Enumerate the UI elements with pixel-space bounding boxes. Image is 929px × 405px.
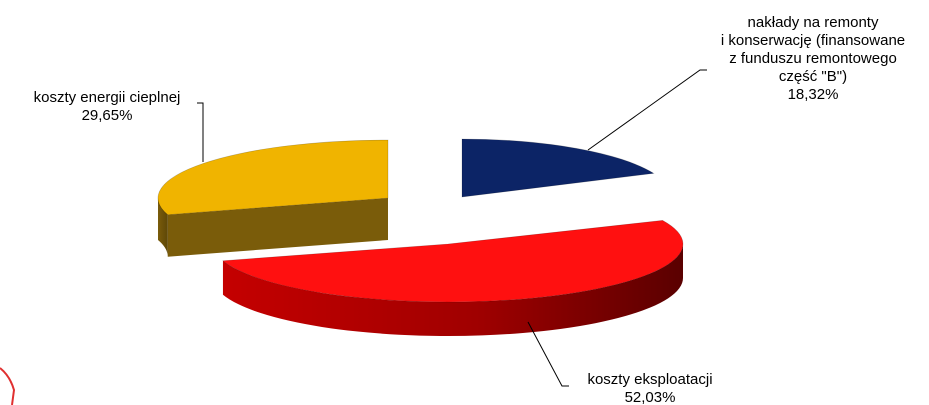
- slice-top-face: [157, 139, 389, 216]
- slice-top-face: [222, 220, 684, 303]
- slice-top-face: [461, 138, 655, 198]
- decorative-arc: [0, 367, 16, 405]
- leader-line-operation: [527, 321, 569, 387]
- data-label-category-line: i konserwację (finansowane: [721, 32, 905, 49]
- slice-cut-face: [167, 198, 388, 257]
- data-label-category-line: nakłady na remonty: [748, 14, 879, 31]
- leader-line-renovation: [587, 69, 707, 151]
- data-label-value: 52,03%: [625, 389, 676, 405]
- data-label-renovation: nakłady na remonty i konserwację (finanso…: [721, 14, 905, 103]
- data-label-category-line: koszty energii cieplnej: [34, 89, 181, 106]
- data-label-value: 18,32%: [788, 86, 839, 103]
- data-label-operation: koszty eksploatacji 52,03%: [587, 371, 712, 405]
- slice-side-wall: [158, 198, 168, 257]
- data-label-value: 29,65%: [82, 107, 133, 124]
- data-label-heating: koszty energii cieplnej 29,65%: [34, 89, 181, 124]
- pie-slice-heating: [157, 139, 389, 257]
- data-label-category-line: część "B"): [779, 68, 847, 85]
- pie-slice-operation: [222, 220, 684, 336]
- data-label-category-line: z funduszu remontowego: [729, 50, 897, 67]
- slice-side-wall: [222, 244, 683, 336]
- data-label-category-line: koszty eksploatacji: [587, 371, 712, 388]
- leader-line-heating: [197, 102, 204, 162]
- pie-slice-renovation: [461, 138, 655, 198]
